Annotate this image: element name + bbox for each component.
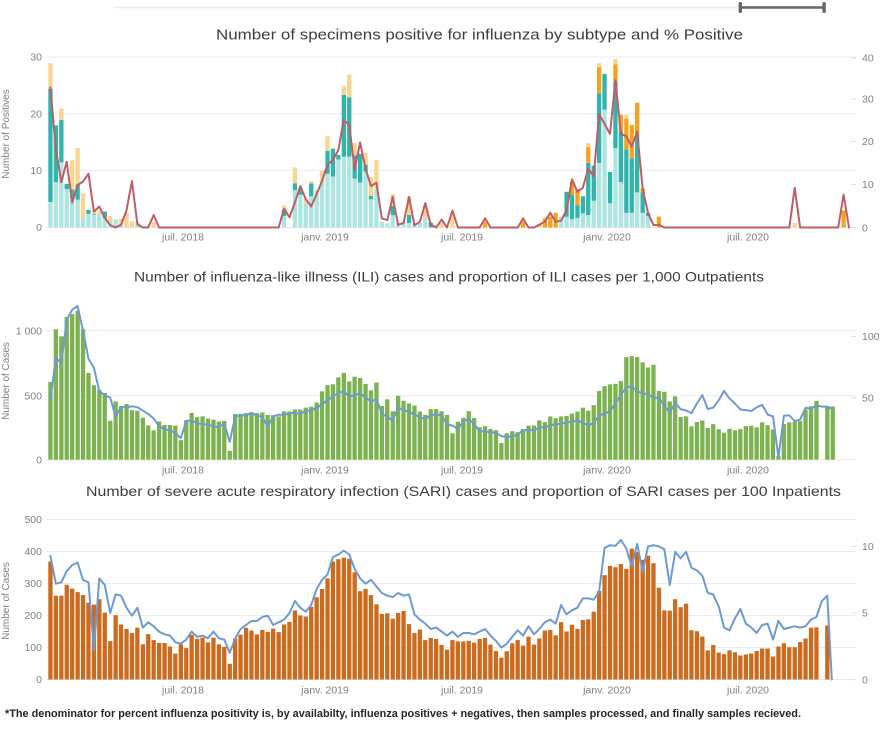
svg-text:juil. 2019: juil. 2019 [440,465,483,477]
svg-text:300: 300 [24,578,42,590]
svg-text:juil. 2018: juil. 2018 [161,685,204,697]
svg-text:janv. 2020: janv. 2020 [582,232,631,244]
svg-text:janv. 2020: janv. 2020 [582,465,631,477]
svg-text:30: 30 [30,52,42,64]
svg-text:100: 100 [862,331,880,343]
svg-text:40: 40 [862,53,874,65]
svg-text:Number of Cases: Number of Cases [1,342,12,420]
svg-text:1 000: 1 000 [16,325,42,337]
svg-text:400: 400 [24,546,42,558]
svg-text:20: 20 [862,136,874,148]
svg-text:100: 100 [24,642,42,654]
svg-text:50: 50 [862,393,874,405]
svg-text:10: 10 [862,179,874,191]
svg-text:juil. 2019: juil. 2019 [440,232,483,244]
svg-text:juil. 2020: juil. 2020 [726,232,769,244]
svg-text:5: 5 [862,608,868,620]
svg-text:*The denominator for percent i: *The denominator for percent influenza p… [5,708,801,720]
svg-text:200: 200 [24,610,42,622]
svg-text:juil. 2020: juil. 2020 [726,465,769,477]
svg-text:10: 10 [30,165,42,177]
svg-text:Number of severe acute respira: Number of severe acute respiratory infec… [86,483,841,499]
svg-text:juil. 2019: juil. 2019 [440,685,483,697]
svg-text:janv. 2019: janv. 2019 [300,232,349,244]
svg-text:0: 0 [862,674,868,686]
svg-text:20: 20 [30,108,42,120]
svg-text:0: 0 [36,674,42,686]
svg-text:Number of Cases: Number of Cases [1,562,12,640]
svg-text:0: 0 [36,222,42,234]
svg-text:janv. 2019: janv. 2019 [300,685,349,697]
svg-text:0: 0 [862,222,868,234]
svg-text:janv. 2020: janv. 2020 [582,685,631,697]
svg-text:janv. 2019: janv. 2019 [300,465,349,477]
svg-text:30: 30 [862,94,874,106]
svg-text:Number of specimens positive f: Number of specimens positive for influen… [216,28,743,44]
svg-text:10: 10 [862,541,874,553]
svg-text:juil. 2020: juil. 2020 [726,685,769,697]
svg-text:500: 500 [24,514,42,526]
svg-text:Number of influenza-like illne: Number of influenza-like illness (ILI) c… [134,269,764,285]
svg-text:0: 0 [36,454,42,466]
svg-text:juil. 2018: juil. 2018 [161,465,204,477]
svg-text:Number of Positives: Number of Positives [1,89,12,178]
svg-text:500: 500 [24,390,42,402]
svg-text:juil. 2018: juil. 2018 [161,232,204,244]
